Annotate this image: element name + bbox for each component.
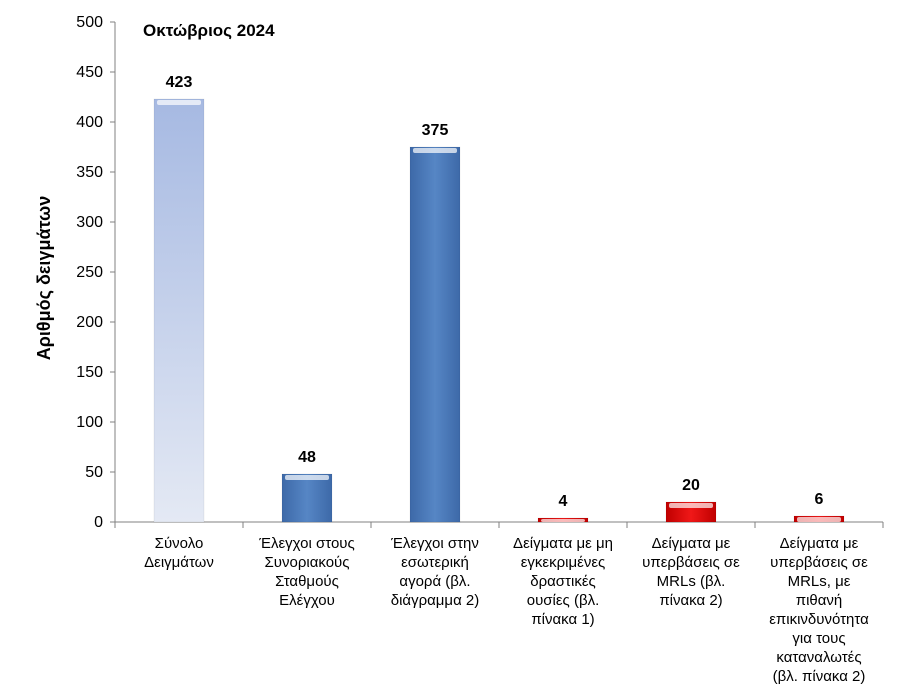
chart-bars [153, 98, 845, 523]
y-tick-label: 250 [76, 264, 103, 281]
data-label: 375 [422, 122, 449, 139]
bar [281, 473, 333, 523]
x-tick-label: Έλεγχοι στους Συνοριακούς Σταθμούς Ελέγχου [258, 535, 355, 609]
bar-group [665, 501, 717, 523]
data-label: 48 [298, 449, 316, 466]
y-tick-label: 200 [76, 314, 103, 331]
chart-axes: 0 50 100 150 200 250 300 350 400 450 500 [76, 14, 884, 531]
x-tick-label: Δείγματα με υπερβάσεις σε MRLs, με πιθανή επ… [769, 535, 869, 685]
data-label: 4 [559, 493, 568, 510]
bar-highlight [285, 475, 329, 480]
bar-highlight [541, 519, 585, 522]
bar-highlight [413, 148, 457, 153]
bar-highlight [669, 503, 713, 508]
y-axis-label: Αριθμός δειγμάτων [34, 196, 54, 361]
x-tick-label: Έλεγχοι στην εσωτερική αγορά (βλ. διάγραμμα… [390, 535, 479, 609]
data-label: 423 [166, 74, 193, 91]
bar-group [793, 515, 845, 523]
y-tick-label: 450 [76, 64, 103, 81]
data-label: 20 [682, 477, 700, 494]
bar-group [153, 98, 205, 523]
y-tick-label: 150 [76, 364, 103, 381]
y-tick-label: 100 [76, 414, 103, 431]
chart-labels: 423 Σύνολο Δειγμάτων 48 Έλεγχοι στους Συνορια… [144, 74, 869, 685]
x-tick-label: Σύνολο Δειγμάτων [144, 535, 214, 571]
bar-group [537, 517, 589, 523]
y-tick-label: 0 [94, 514, 103, 531]
x-tick-label: Δείγματα με μη εγκεκριμένες δραστικές ουσίε… [513, 535, 613, 628]
chart-title: Οκτώβριος 2024 [143, 21, 275, 40]
y-tick-label: 50 [85, 464, 103, 481]
y-tick-label: 400 [76, 114, 103, 131]
y-tick-label: 300 [76, 214, 103, 231]
bar [409, 146, 461, 523]
x-tick-label: Δείγματα με υπερβάσεις σε MRLs (βλ. πίνακα … [642, 535, 740, 609]
y-tick-label: 500 [76, 14, 103, 31]
bar-group [409, 146, 461, 523]
y-tick-label: 350 [76, 164, 103, 181]
bar-group [281, 473, 333, 523]
data-label: 6 [815, 491, 824, 508]
bar [153, 98, 205, 523]
bar-highlight [797, 517, 841, 522]
bar-highlight [157, 100, 201, 105]
